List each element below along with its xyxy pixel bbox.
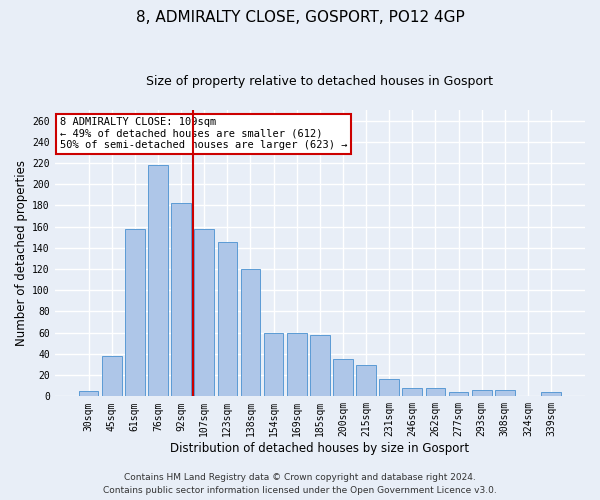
Title: Size of property relative to detached houses in Gosport: Size of property relative to detached ho…	[146, 75, 493, 88]
Bar	[379, 380, 399, 396]
Bar	[287, 332, 307, 396]
Y-axis label: Number of detached properties: Number of detached properties	[15, 160, 28, 346]
Bar	[333, 359, 353, 397]
Text: Contains HM Land Registry data © Crown copyright and database right 2024.
Contai: Contains HM Land Registry data © Crown c…	[103, 474, 497, 495]
Bar	[541, 392, 561, 396]
Bar	[472, 390, 491, 396]
Bar	[449, 392, 469, 396]
Bar	[218, 242, 237, 396]
Bar	[171, 204, 191, 396]
Bar	[79, 391, 98, 396]
Bar	[356, 364, 376, 396]
Bar	[264, 332, 283, 396]
Bar	[495, 390, 515, 396]
Bar	[403, 388, 422, 396]
Bar	[241, 269, 260, 396]
Text: 8, ADMIRALTY CLOSE, GOSPORT, PO12 4GP: 8, ADMIRALTY CLOSE, GOSPORT, PO12 4GP	[136, 10, 464, 25]
Bar	[310, 335, 329, 396]
X-axis label: Distribution of detached houses by size in Gosport: Distribution of detached houses by size …	[170, 442, 469, 455]
Bar	[148, 165, 168, 396]
Bar	[194, 229, 214, 396]
Bar	[425, 388, 445, 396]
Bar	[102, 356, 122, 397]
Text: 8 ADMIRALTY CLOSE: 109sqm
← 49% of detached houses are smaller (612)
50% of semi: 8 ADMIRALTY CLOSE: 109sqm ← 49% of detac…	[60, 117, 347, 150]
Bar	[125, 229, 145, 396]
